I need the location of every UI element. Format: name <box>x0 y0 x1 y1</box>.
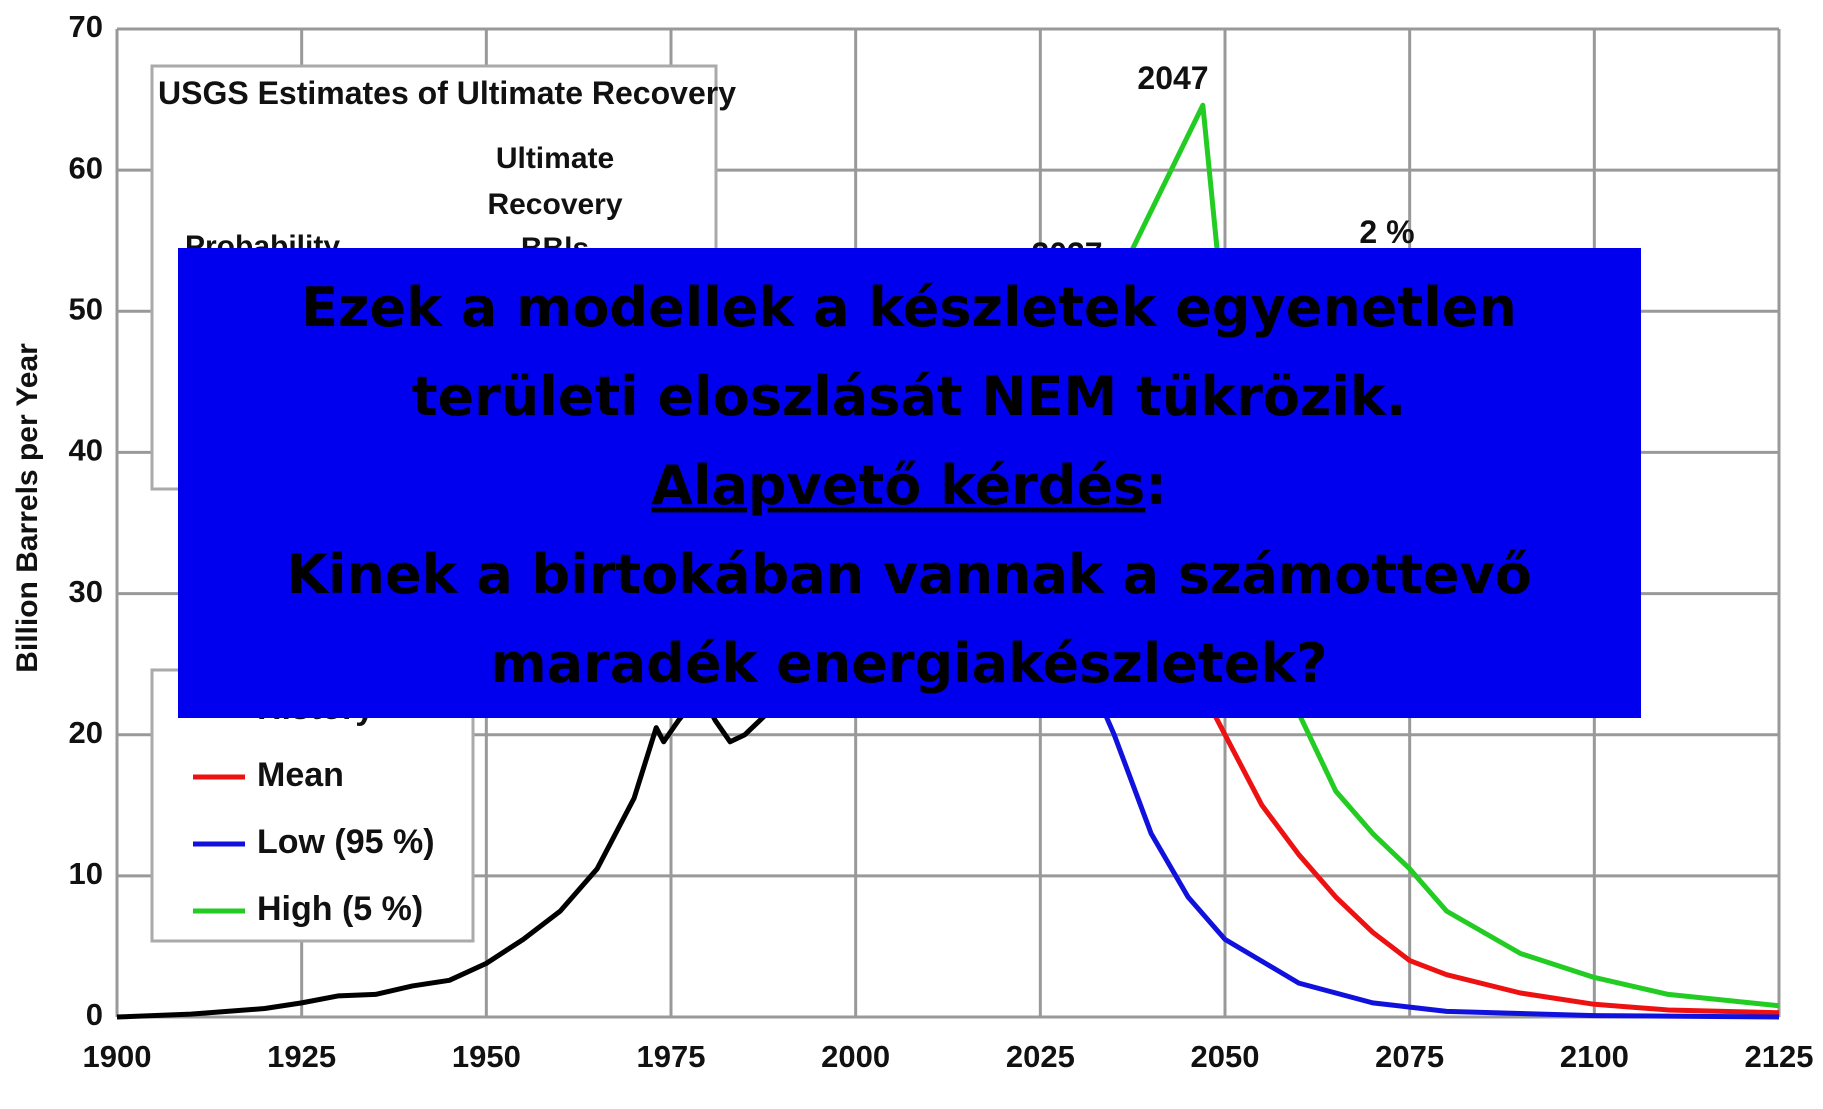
x-tick-label: 1975 <box>637 1039 706 1074</box>
legend-label: High (5 %) <box>257 890 423 928</box>
overlay-text: Kinek a birtokában vannak a számottevő <box>286 543 1532 606</box>
overlay-text: Ezek a modellek a készletek egyenetlen <box>301 276 1517 339</box>
y-tick-label: 70 <box>69 9 103 44</box>
series-line <box>116 648 858 1020</box>
legend-label: Mean <box>257 756 344 794</box>
x-tick-label: 1900 <box>83 1039 152 1074</box>
y-tick-label: 30 <box>69 574 103 609</box>
y-tick-label: 50 <box>69 291 103 326</box>
y-tick-label: 40 <box>69 433 103 468</box>
x-tick-label: 2050 <box>1191 1039 1260 1074</box>
overlay-text: maradék energiakészletek? <box>490 632 1327 695</box>
overlay-text: Alapvető kérdés: <box>651 454 1167 517</box>
y-tick-label: 10 <box>69 856 103 891</box>
overlay-box <box>178 248 1641 718</box>
overlay-text: területi eloszlását NEM tükrözik. <box>412 365 1407 428</box>
x-tick-label: 1925 <box>267 1039 336 1074</box>
y-tick-label: 20 <box>69 715 103 750</box>
annotation: 2047 <box>1137 60 1208 96</box>
legend-label: Low (95 %) <box>257 823 435 861</box>
overlay-question: Alapvető kérdés <box>651 454 1145 517</box>
x-tick-label: 2100 <box>1560 1039 1629 1074</box>
info-col: Ultimate <box>496 142 614 175</box>
annotation: 2 % <box>1359 214 1414 250</box>
x-tick-label: 1950 <box>452 1039 521 1074</box>
y-axis-label: Billion Barrels per Year <box>11 343 44 673</box>
y-tick-label: 0 <box>86 997 103 1032</box>
overlay-colon: : <box>1145 454 1167 517</box>
x-tick-label: 2000 <box>821 1039 890 1074</box>
info-col: Recovery <box>487 188 622 221</box>
info-title: USGS Estimates of Ultimate Recovery <box>158 75 736 111</box>
x-tick-label: 2125 <box>1745 1039 1814 1074</box>
x-tick-label: 2025 <box>1006 1039 1075 1074</box>
x-tick-label: 2075 <box>1375 1039 1444 1074</box>
y-tick-label: 60 <box>69 150 103 185</box>
